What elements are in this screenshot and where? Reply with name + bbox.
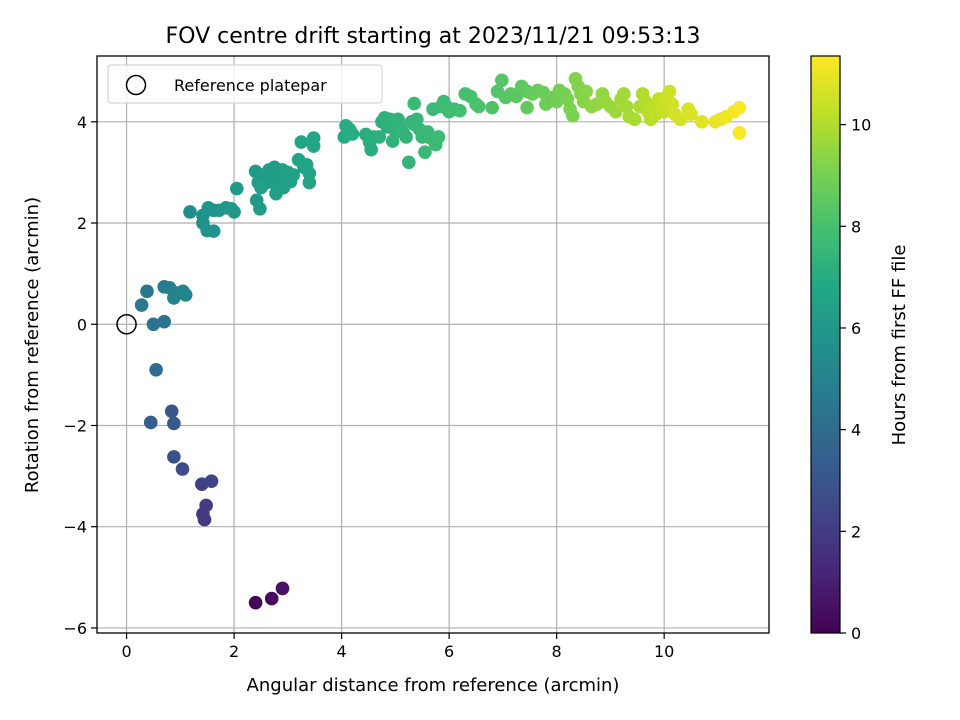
data-point xyxy=(146,317,161,332)
data-point xyxy=(229,181,244,196)
data-point xyxy=(167,450,181,464)
colorbar-ticks: 0 2 4 6 8 10 xyxy=(840,116,871,643)
data-point xyxy=(264,591,279,606)
data-point xyxy=(471,99,486,114)
legend-marker-reference xyxy=(125,74,147,96)
data-point xyxy=(732,126,747,140)
data-point xyxy=(608,104,623,119)
data-point xyxy=(204,474,219,488)
data-point xyxy=(402,155,416,170)
data-point xyxy=(418,145,432,159)
data-point xyxy=(199,498,213,513)
colorbar-tick-label: 4 xyxy=(851,421,861,440)
data-point xyxy=(134,298,149,312)
data-point xyxy=(157,314,171,329)
data-point xyxy=(167,416,181,431)
data-point xyxy=(673,112,688,127)
data-point xyxy=(183,205,197,219)
chart-title: FOV centre drift starting at 2023/11/21 … xyxy=(166,24,701,49)
data-point xyxy=(248,595,263,610)
x-tick-label: 6 xyxy=(444,642,454,661)
data-point xyxy=(509,89,524,104)
legend-box xyxy=(107,64,383,104)
y-tick-label: −6 xyxy=(63,619,87,638)
data-point xyxy=(617,87,631,101)
data-point xyxy=(286,168,301,182)
data-point xyxy=(345,127,360,141)
data-point xyxy=(253,202,267,216)
colorbar-tick-label: 8 xyxy=(851,217,861,236)
data-point xyxy=(662,84,677,99)
data-point xyxy=(407,96,421,111)
plot-frame xyxy=(96,55,770,634)
data-point xyxy=(399,130,413,144)
data-point xyxy=(627,112,642,127)
y-tick-label: −4 xyxy=(63,518,87,537)
data-point xyxy=(302,175,317,190)
colorbar-tick-label: 2 xyxy=(851,522,861,541)
data-point xyxy=(140,284,154,299)
x-tick-label: 0 xyxy=(121,642,131,661)
data-point xyxy=(294,135,309,149)
data-point xyxy=(579,84,594,99)
data-point xyxy=(453,103,467,118)
y-axis-label: Rotation from reference (arcmin) xyxy=(22,197,43,493)
y-axis-ticks: −6 −4 −2 0 2 4 xyxy=(63,113,97,638)
x-tick-label: 4 xyxy=(337,642,347,661)
scatter-points xyxy=(134,71,747,610)
colorbar: 0 2 4 6 8 10 Hours from first FF file xyxy=(810,55,910,643)
reference-platepar-marker xyxy=(116,314,137,335)
data-point xyxy=(143,415,158,430)
colorbar-gradient xyxy=(810,55,841,634)
data-point xyxy=(684,107,698,122)
data-point xyxy=(565,108,580,123)
data-point xyxy=(175,462,190,476)
data-point xyxy=(431,130,446,144)
data-point xyxy=(695,114,709,129)
data-point xyxy=(275,581,290,596)
data-point xyxy=(176,284,190,299)
x-axis-label: Angular distance from reference (arcmin) xyxy=(247,675,620,696)
data-point xyxy=(306,131,321,145)
y-tick-label: 0 xyxy=(77,315,87,334)
y-tick-label: −2 xyxy=(63,416,87,435)
colorbar-label: Hours from first FF file xyxy=(889,245,910,446)
data-point xyxy=(164,404,179,419)
data-point xyxy=(254,180,268,195)
data-point xyxy=(197,512,212,527)
x-tick-label: 10 xyxy=(654,642,674,661)
colorbar-tick-label: 0 xyxy=(851,624,861,643)
data-point xyxy=(732,100,747,115)
data-point xyxy=(269,186,283,201)
data-point xyxy=(227,205,241,219)
data-point xyxy=(372,130,387,144)
data-point xyxy=(299,158,314,172)
data-point xyxy=(364,142,378,157)
x-axis-ticks: 0 2 4 6 8 10 xyxy=(121,633,674,661)
legend-label-reference: Reference platepar xyxy=(174,76,327,95)
data-point xyxy=(495,73,509,88)
colorbar-tick-label: 6 xyxy=(851,319,861,338)
data-point xyxy=(485,100,499,115)
y-tick-label: 2 xyxy=(77,214,87,233)
legend: Reference platepar xyxy=(107,64,383,104)
data-point xyxy=(149,363,163,377)
y-tick-label: 4 xyxy=(77,113,87,132)
colorbar-tick-label: 10 xyxy=(851,116,871,135)
x-tick-label: 8 xyxy=(552,642,562,661)
data-point xyxy=(206,224,221,238)
x-tick-label: 2 xyxy=(229,642,239,661)
data-point xyxy=(520,100,534,115)
